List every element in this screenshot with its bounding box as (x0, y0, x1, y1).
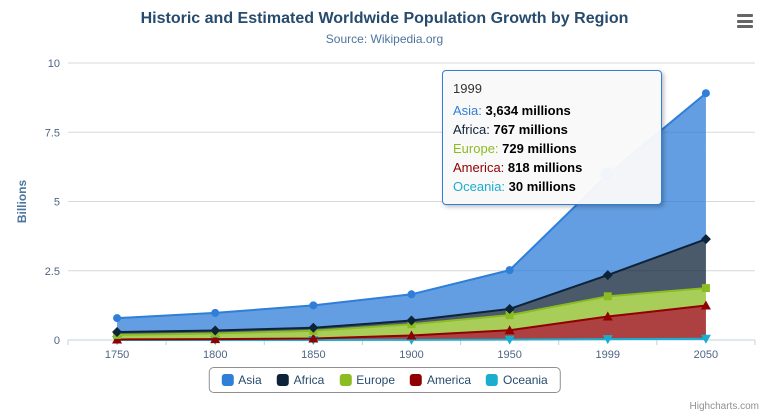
marker-triangle[interactable] (210, 334, 221, 344)
x-axis-tick-label: 1999 (596, 349, 620, 361)
tooltip-series-name: Oceania: (453, 179, 509, 194)
hamburger-icon (737, 12, 753, 31)
legend-item-africa[interactable]: Africa (276, 373, 325, 387)
y-axis-tick-label: 2.5 (45, 266, 60, 278)
marker-diamond[interactable] (112, 326, 123, 337)
tooltip-line: America: 818 millions (453, 158, 651, 177)
marker-diamond[interactable] (308, 322, 319, 333)
chart-title: Historic and Estimated Worldwide Populat… (140, 10, 629, 27)
marker-triangle-down[interactable] (602, 335, 613, 345)
legend-label: Europe (356, 373, 396, 387)
marker-square[interactable] (701, 284, 710, 293)
marker-square[interactable] (505, 311, 514, 320)
marker-diamond[interactable] (700, 234, 711, 245)
tooltip-series-name: America: (453, 160, 508, 175)
x-axis-tick-label: 1900 (399, 349, 423, 361)
marker-circle[interactable] (701, 89, 710, 98)
area-asia[interactable] (117, 93, 706, 332)
tooltip-series-name: Europe: (453, 141, 503, 156)
tooltip-series-name: Africa: (453, 122, 494, 137)
x-axis-tick-label: 2050 (694, 349, 718, 361)
y-axis-tick-label: 7.5 (45, 127, 60, 139)
credits-link[interactable]: Highcharts.com (689, 401, 759, 412)
marker-circle[interactable] (113, 314, 122, 323)
y-axis-title: Billions (15, 180, 29, 224)
y-axis-tick-label: 0 (54, 335, 60, 347)
marker-triangle[interactable] (504, 325, 515, 335)
legend: Asia Africa Europe America Oceania (208, 367, 561, 393)
y-axis-tick-label: 10 (48, 58, 60, 70)
x-axis-tick-label: 1800 (203, 349, 227, 361)
legend-symbol (410, 374, 423, 386)
legend-symbol (221, 374, 234, 386)
tooltip-series-value: 30 millions (508, 179, 576, 194)
area-america[interactable] (117, 305, 706, 340)
marker-diamond[interactable] (602, 270, 613, 281)
x-axis-tick-label: 1850 (301, 349, 325, 361)
legend-symbol (486, 374, 499, 386)
x-axis-tick-label: 1750 (105, 349, 129, 361)
marker-triangle-down[interactable] (700, 334, 711, 344)
legend-label: America (427, 373, 472, 387)
marker-triangle-down[interactable] (504, 335, 515, 345)
tooltip-series-value: 729 millions (502, 141, 577, 156)
marker-triangle[interactable] (406, 330, 417, 340)
chart-subtitle: Source: Wikipedia.org (325, 32, 444, 46)
tooltip-line: Asia: 3,634 millions (453, 101, 651, 120)
tooltip-series-value: 767 millions (493, 122, 568, 137)
marker-triangle[interactable] (700, 300, 711, 310)
tooltip-line: Oceania: 30 millions (453, 177, 651, 196)
marker-circle[interactable] (407, 290, 416, 299)
legend-symbol (276, 374, 289, 386)
tooltip-series-name: Asia: (453, 103, 486, 118)
export-menu-button[interactable] (733, 10, 757, 32)
marker-circle[interactable] (309, 301, 318, 310)
tooltip-series-value: 818 millions (507, 160, 583, 175)
marker-diamond[interactable] (210, 325, 221, 336)
legend-item-europe[interactable]: Europe (339, 373, 395, 387)
marker-triangle[interactable] (308, 333, 319, 343)
legend-label: Asia (238, 373, 262, 387)
legend-label: Oceania (503, 373, 548, 387)
legend-symbol (339, 374, 352, 386)
area-africa[interactable] (117, 239, 706, 335)
marker-circle[interactable] (211, 308, 220, 317)
marker-diamond[interactable] (504, 303, 515, 314)
legend-item-asia[interactable]: Asia (221, 373, 262, 387)
x-axis-tick-label: 1950 (497, 349, 521, 361)
marker-square[interactable] (603, 292, 612, 301)
marker-triangle[interactable] (112, 334, 123, 344)
tooltip-line: Africa: 767 millions (453, 120, 651, 139)
marker-diamond[interactable] (406, 315, 417, 326)
tooltip-lines: Asia: 3,634 millions Africa: 767 millions… (453, 101, 651, 196)
marker-circle[interactable] (505, 266, 514, 275)
marker-triangle[interactable] (602, 311, 613, 321)
tooltip-series-value: 3,634 millions (485, 103, 571, 118)
y-axis-tick-label: 5 (54, 197, 60, 209)
tooltip: 1999 Asia: 3,634 millions Africa: 767 mil… (442, 70, 662, 205)
tooltip-header: 1999 (453, 81, 482, 96)
legend-label: Africa (293, 373, 325, 387)
legend-item-oceania[interactable]: Oceania (486, 373, 548, 387)
tooltip-line: Europe: 729 millions (453, 139, 651, 158)
legend-item-america[interactable]: America (410, 373, 471, 387)
